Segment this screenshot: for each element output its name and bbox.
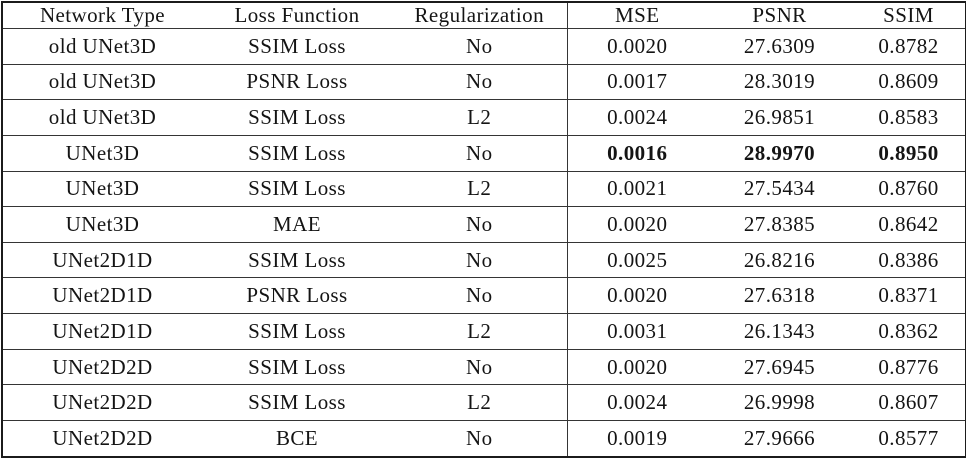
- cell-mse: 0.0016: [567, 134, 707, 172]
- cell-ssim: 0.8386: [852, 241, 966, 278]
- cell-mse: 0.0031: [567, 313, 707, 350]
- cell-loss-function: SSIM Loss: [202, 28, 392, 65]
- results-table-body: old UNet3D SSIM Loss No 0.0020 27.6309 0.8782…: [2, 28, 966, 457]
- cell-ssim: 0.8583: [852, 99, 966, 136]
- cell-psnr: 27.5434: [707, 170, 852, 207]
- table-row: UNet2D2D BCE No 0.0019 27.9666 0.8577: [2, 420, 966, 457]
- cell-network-type: old UNet3D: [2, 28, 202, 65]
- cell-loss-function: BCE: [202, 420, 392, 457]
- cell-network-type: UNet2D2D: [2, 348, 202, 385]
- cell-regularization: L2: [392, 384, 568, 421]
- table-row: old UNet3D SSIM Loss No 0.0020 27.6309 0.8782: [2, 28, 966, 65]
- table-row: UNet2D1D SSIM Loss L2 0.0031 26.1343 0.8362: [2, 313, 966, 350]
- cell-loss-function: SSIM Loss: [202, 99, 392, 136]
- cell-network-type: UNet3D: [2, 134, 202, 172]
- table-row: old UNet3D PSNR Loss No 0.0017 28.3019 0.8609: [2, 63, 966, 100]
- cell-regularization: No: [392, 348, 568, 385]
- cell-loss-function: SSIM Loss: [202, 384, 392, 421]
- table-row: UNet3D SSIM Loss L2 0.0021 27.5434 0.8760: [2, 170, 966, 207]
- cell-ssim: 0.8782: [852, 28, 966, 65]
- column-header-psnr: PSNR: [752, 3, 807, 27]
- cell-mse: 0.0024: [567, 384, 707, 421]
- cell-loss-function: SSIM Loss: [202, 241, 392, 278]
- cell-network-type: old UNet3D: [2, 99, 202, 136]
- cell-psnr: 27.6309: [707, 28, 852, 65]
- cell-ssim: 0.8776: [852, 348, 966, 385]
- cell-loss-function: MAE: [202, 206, 392, 243]
- cell-psnr: 26.9851: [707, 99, 852, 136]
- cell-psnr: 27.6318: [707, 277, 852, 314]
- column-header-mse: MSE: [615, 3, 660, 27]
- cell-network-type: UNet2D2D: [2, 420, 202, 457]
- cell-ssim: 0.8607: [852, 384, 966, 421]
- column-header-network-type: Network Type: [39, 3, 166, 27]
- cell-mse: 0.0020: [567, 348, 707, 385]
- cell-loss-function: SSIM Loss: [202, 170, 392, 207]
- header-row: Network Type Loss Function Regularizatio…: [2, 2, 966, 29]
- cell-ssim: 0.8362: [852, 313, 966, 350]
- cell-network-type: UNet2D2D: [2, 384, 202, 421]
- cell-mse: 0.0025: [567, 241, 707, 278]
- cell-psnr: 27.6945: [707, 348, 852, 385]
- table-row: UNet2D1D SSIM Loss No 0.0025 26.8216 0.8386: [2, 241, 966, 278]
- cell-regularization: No: [392, 28, 568, 65]
- table-row: UNet3D SSIM Loss No 0.0016 28.9970 0.8950: [2, 134, 966, 172]
- table-row: UNet2D2D SSIM Loss L2 0.0024 26.9998 0.8607: [2, 384, 966, 421]
- cell-loss-function: PSNR Loss: [202, 277, 392, 314]
- cell-mse: 0.0024: [567, 99, 707, 136]
- cell-network-type: UNet3D: [2, 170, 202, 207]
- cell-network-type: UNet3D: [2, 206, 202, 243]
- cell-network-type: UNet2D1D: [2, 277, 202, 314]
- cell-mse: 0.0019: [567, 420, 707, 457]
- table-row: UNet3D MAE No 0.0020 27.8385 0.8642: [2, 206, 966, 243]
- cell-ssim: 0.8609: [852, 63, 966, 100]
- cell-regularization: No: [392, 420, 568, 457]
- cell-psnr: 27.9666: [707, 420, 852, 457]
- cell-regularization: No: [392, 134, 568, 172]
- cell-loss-function: SSIM Loss: [202, 348, 392, 385]
- table-row: UNet2D1D PSNR Loss No 0.0020 27.6318 0.8371: [2, 277, 966, 314]
- cell-regularization: No: [392, 63, 568, 100]
- cell-loss-function: SSIM Loss: [202, 134, 392, 172]
- cell-psnr: 28.9970: [707, 134, 852, 172]
- cell-network-type: UNet2D1D: [2, 313, 202, 350]
- cell-network-type: old UNet3D: [2, 63, 202, 100]
- cell-regularization: No: [392, 277, 568, 314]
- cell-mse: 0.0020: [567, 28, 707, 65]
- cell-mse: 0.0020: [567, 206, 707, 243]
- cell-ssim: 0.8760: [852, 170, 966, 207]
- cell-loss-function: PSNR Loss: [202, 63, 392, 100]
- cell-ssim: 0.8642: [852, 206, 966, 243]
- cell-ssim: 0.8577: [852, 420, 966, 457]
- table-row: old UNet3D SSIM Loss L2 0.0024 26.9851 0.8583: [2, 99, 966, 136]
- cell-mse: 0.0017: [567, 63, 707, 100]
- cell-mse: 0.0021: [567, 170, 707, 207]
- cell-regularization: L2: [392, 99, 568, 136]
- cell-psnr: 26.9998: [707, 384, 852, 421]
- cell-ssim: 0.8371: [852, 277, 966, 314]
- cell-psnr: 26.1343: [707, 313, 852, 350]
- cell-regularization: L2: [392, 170, 568, 207]
- cell-psnr: 28.3019: [707, 63, 852, 100]
- column-header-loss-function: Loss Function: [234, 3, 360, 27]
- cell-psnr: 27.8385: [707, 206, 852, 243]
- cell-ssim: 0.8950: [852, 134, 966, 172]
- table-row: UNet2D2D SSIM Loss No 0.0020 27.6945 0.8776: [2, 348, 966, 385]
- cell-psnr: 26.8216: [707, 241, 852, 278]
- column-header-ssim: SSIM: [883, 3, 934, 27]
- cell-loss-function: SSIM Loss: [202, 313, 392, 350]
- column-header-regularization: Regularization: [392, 2, 568, 29]
- cell-mse: 0.0020: [567, 277, 707, 314]
- cell-regularization: L2: [392, 313, 568, 350]
- cell-network-type: UNet2D1D: [2, 241, 202, 278]
- cell-regularization: No: [392, 206, 568, 243]
- cell-regularization: No: [392, 241, 568, 278]
